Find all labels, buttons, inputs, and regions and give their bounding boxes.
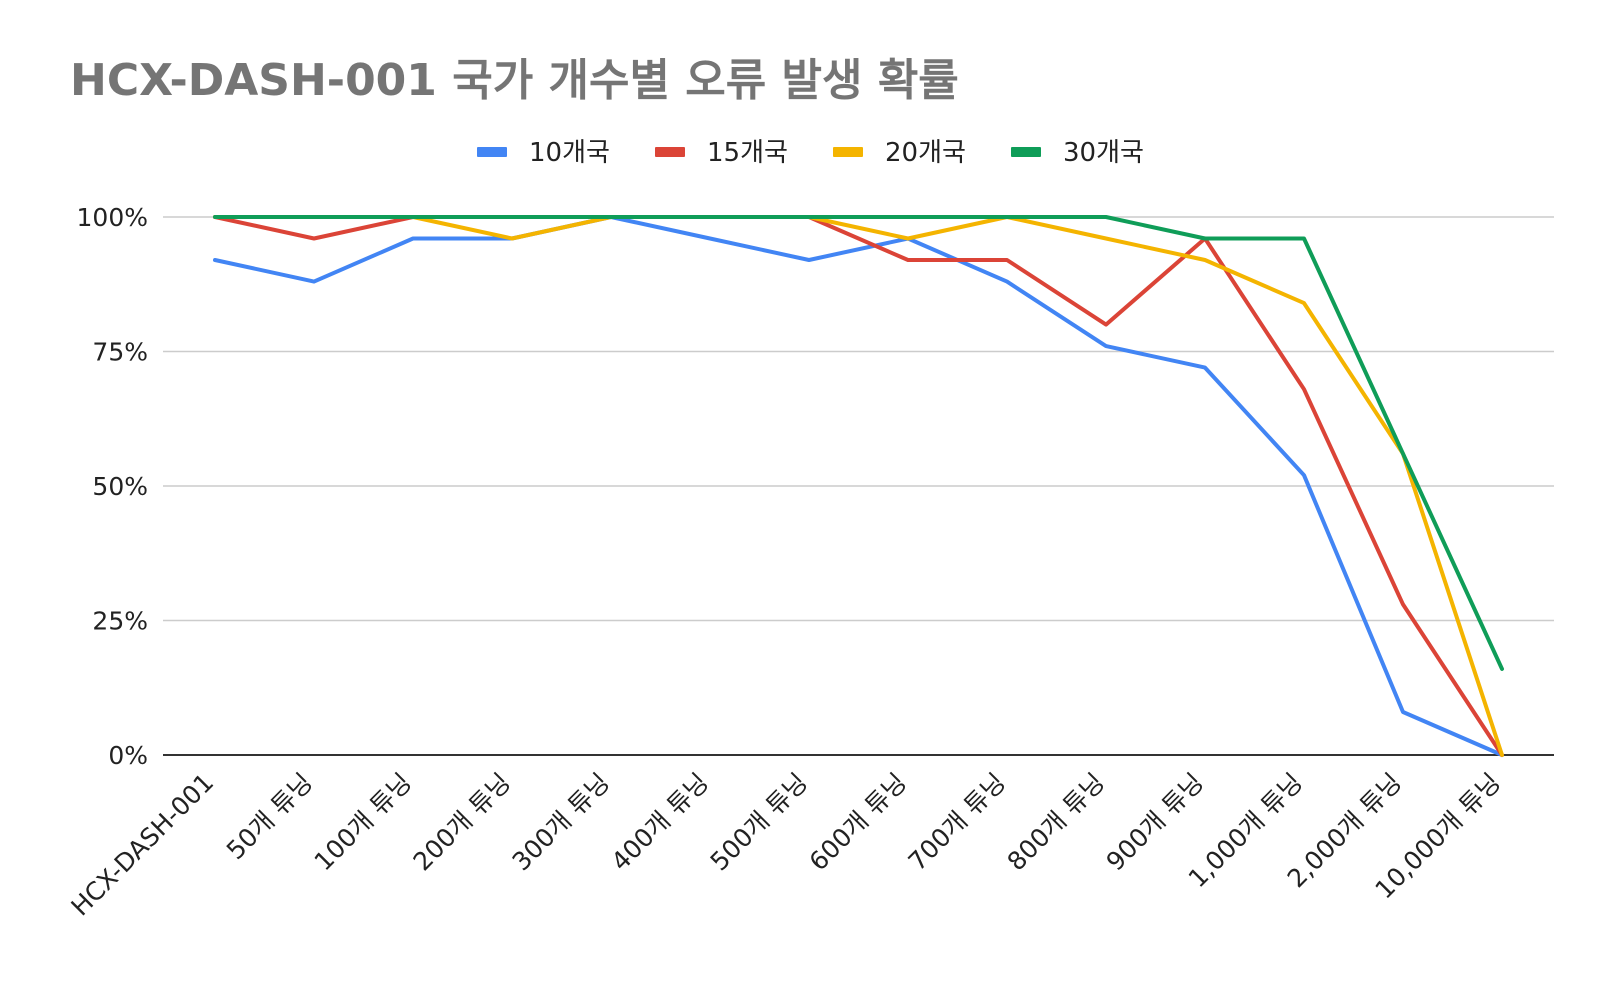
x-tick-label: 50개 튜닝 xyxy=(221,768,318,865)
legend-label: 20개국 xyxy=(885,138,966,168)
x-tick-label: 100개 튜닝 xyxy=(309,768,418,877)
series-line xyxy=(213,215,1504,757)
legend-label: 15개국 xyxy=(707,138,788,168)
series-line xyxy=(213,215,1504,671)
y-tick-label: 0% xyxy=(108,741,148,770)
x-tick-label: 700개 튜닝 xyxy=(903,768,1012,877)
x-tick-label: 500개 튜닝 xyxy=(705,768,814,877)
gridlines xyxy=(163,216,1554,756)
x-tick-label: 300개 튜닝 xyxy=(507,768,616,877)
x-tick-label: 600개 튜닝 xyxy=(804,768,913,877)
y-tick-label: 75% xyxy=(92,338,148,367)
legend: 10개국 15개국 20개국 30개국 xyxy=(477,138,1144,168)
legend-swatch xyxy=(833,147,863,157)
chart-title: HCX-DASH-001 국가 개수별 오류 발생 확률 xyxy=(70,55,959,106)
y-tick-label: 25% xyxy=(92,607,148,636)
x-tick-label: 400개 튜닝 xyxy=(606,768,715,877)
legend-label: 10개국 xyxy=(529,138,610,168)
y-tick-label: 50% xyxy=(92,472,148,501)
x-tick-label: HCX-DASH-001 xyxy=(65,768,219,922)
legend-label: 30개국 xyxy=(1063,138,1144,168)
y-tick-label: 100% xyxy=(77,203,148,232)
x-tick-label: 200개 튜닝 xyxy=(408,768,517,877)
y-axis-ticks: 0% 25% 50% 75% 100% xyxy=(77,203,148,770)
x-tick-label: 800개 튜닝 xyxy=(1002,768,1111,877)
series-line xyxy=(213,215,1504,757)
x-tick-label: 900개 튜닝 xyxy=(1101,768,1210,877)
legend-swatch xyxy=(1011,147,1041,157)
legend-swatch xyxy=(477,147,507,157)
legend-swatch xyxy=(655,147,685,157)
series-lines xyxy=(213,215,1504,757)
